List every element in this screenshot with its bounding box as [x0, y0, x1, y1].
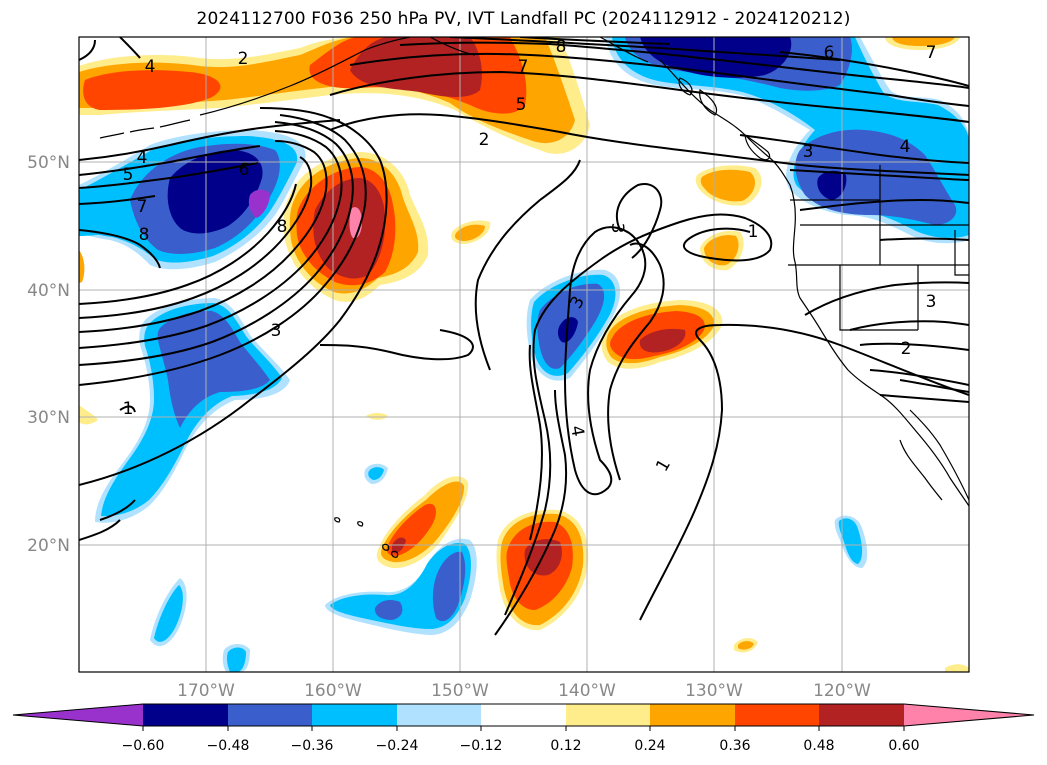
- contour-label: 2: [901, 339, 912, 359]
- negative-anomaly-northwest-4: [167, 150, 263, 234]
- colorbar-tick-label: 0.48: [803, 738, 834, 754]
- colorbar-segment: [13, 704, 143, 726]
- lon-label: 140°W: [558, 681, 616, 701]
- positive-anomaly-east-4: [639, 328, 686, 353]
- contour-label: 6: [239, 160, 250, 180]
- positive-anomaly-north-3: [83, 70, 221, 110]
- colorbar-segment: [143, 704, 228, 726]
- contour-label: 3: [803, 142, 814, 162]
- negative-anomaly-northwest-5: [248, 189, 270, 218]
- contour-label: 8: [556, 37, 567, 57]
- positive-anomaly-small-7b: [892, 37, 955, 46]
- colorbar: −0.60 −0.48 −0.36 −0.24 −0.12 0.12 0.24 …: [12, 703, 1035, 754]
- contour-label: 3: [607, 223, 627, 234]
- contour-label: 2: [479, 130, 490, 150]
- colorbar-tick-label: 0.12: [550, 738, 581, 754]
- contour-label: 4: [900, 137, 911, 157]
- gridlines: [79, 37, 969, 672]
- colorbar-segment: [566, 704, 650, 726]
- colorbar-segment: [228, 704, 312, 726]
- colorbar-tick-label: −0.24: [376, 738, 419, 754]
- colorbar-segment: [481, 704, 566, 726]
- contour-label: 5: [516, 95, 527, 115]
- contour-label: 8: [277, 217, 288, 237]
- negative-anomaly-west-3: [157, 310, 270, 428]
- colorbar-segment: [650, 704, 735, 726]
- contour-label: 3: [926, 292, 937, 312]
- negative-anomaly-small-4b: [838, 518, 863, 564]
- lat-label: 30°N: [27, 408, 70, 428]
- contour-label: 8: [139, 225, 150, 245]
- lat-axis: 50°N 40°N 30°N 20°N: [27, 153, 70, 556]
- positive-anomaly-small-5: [79, 250, 85, 283]
- contour-label: 3: [271, 321, 282, 341]
- lat-label: 50°N: [27, 153, 70, 173]
- lon-label: 130°W: [685, 681, 743, 701]
- colorbar-segment: [819, 704, 904, 726]
- negative-anomaly-northeast-4b: [817, 170, 847, 200]
- negative-anomaly-northeast-3b: [795, 129, 957, 225]
- contour-label: 1: [123, 399, 134, 419]
- positive-anomaly-small-1b: [455, 224, 485, 241]
- contour-label: 2: [238, 49, 249, 69]
- map-title: 2024112700 F036 250 hPa PV, IVT Landfall…: [196, 9, 851, 29]
- colorbar-segment: [397, 704, 481, 726]
- contour-label: 7: [137, 197, 148, 217]
- lon-label: 150°W: [431, 681, 489, 701]
- colorbar-tick-label: 0.60: [888, 738, 919, 754]
- colorbar-tick-label: −0.12: [460, 738, 503, 754]
- positive-anomaly-small-2: [366, 413, 388, 420]
- plot-frame: [78, 36, 970, 673]
- negative-anomaly-south-3: [374, 600, 403, 620]
- contour-label: 7: [926, 43, 937, 63]
- negative-anomaly-small-3b: [368, 467, 384, 480]
- contour-labels: 4 2 8 7 5 6 7 2 4 5 6 7 8 8 3 1 3 1 3 4 …: [123, 37, 937, 475]
- contour-label: 4: [566, 424, 588, 438]
- colorbar-tick-label: −0.48: [207, 738, 250, 754]
- positive-anomaly-small-4: [79, 405, 98, 425]
- contour-label: 4: [137, 148, 148, 168]
- positive-anomaly-small-3b: [738, 641, 754, 650]
- negative-anomaly-small-2b: [226, 647, 246, 672]
- positive-anomaly-small-6: [945, 664, 969, 672]
- contour-label: 7: [518, 57, 529, 77]
- lon-axis: 170°W 160°W 150°W 140°W 130°W 120°W: [177, 681, 871, 701]
- lon-label: 160°W: [304, 681, 362, 701]
- colorbar-segment: [735, 704, 819, 726]
- coastlines: [99, 37, 969, 558]
- contour-label: 6: [824, 43, 835, 63]
- colorbar-tick-label: 0.36: [719, 738, 750, 754]
- negative-anomaly-small-1b: [154, 585, 183, 642]
- ivt-contours: [79, 37, 969, 636]
- lat-label: 20°N: [27, 536, 70, 556]
- colorbar-segment: [312, 704, 397, 726]
- lon-label: 120°W: [813, 681, 871, 701]
- colorbar-tick-label: −0.60: [122, 738, 165, 754]
- negative-anomaly-west-edge: [79, 200, 125, 236]
- contour-label: 5: [123, 165, 134, 185]
- contour-label: 4: [145, 57, 156, 77]
- lon-label: 170°W: [177, 681, 235, 701]
- negative-anomaly-south-3b: [432, 551, 466, 622]
- contour-label: 1: [748, 222, 759, 242]
- colorbar-segment: [904, 704, 1034, 726]
- colorbar-tick-label: −0.36: [291, 738, 334, 754]
- lat-label: 40°N: [27, 281, 70, 301]
- colorbar-tick-label: 0.24: [634, 738, 665, 754]
